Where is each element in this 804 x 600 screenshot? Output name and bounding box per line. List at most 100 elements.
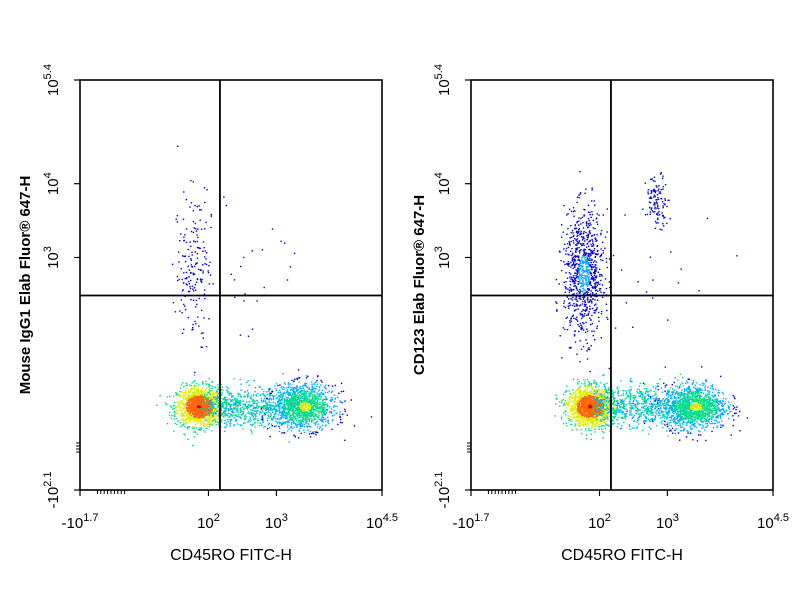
event-dot — [281, 406, 283, 408]
event-dot — [591, 409, 593, 411]
event-dot — [202, 415, 204, 417]
event-dot — [191, 285, 194, 287]
event-dot — [310, 426, 312, 428]
event-dot — [184, 434, 186, 436]
event-dot — [235, 407, 237, 409]
event-dot — [264, 396, 266, 398]
event-dot — [591, 392, 593, 395]
event-dot — [283, 399, 286, 401]
event-dot — [590, 412, 592, 415]
event-dot — [275, 389, 278, 392]
event-dot — [581, 403, 583, 406]
event-dot — [195, 431, 197, 433]
event-dot — [590, 383, 592, 385]
event-dot — [206, 252, 208, 254]
event-dot — [204, 399, 206, 401]
event-dot — [613, 406, 615, 408]
event-dot — [196, 303, 198, 306]
event-dot — [286, 387, 288, 389]
event-dot — [318, 398, 320, 400]
event-dot — [205, 400, 207, 403]
event-dot — [209, 400, 211, 403]
event-dot — [179, 395, 182, 397]
event-dot — [292, 399, 294, 402]
event-dot — [288, 412, 291, 414]
event-dot — [182, 396, 185, 398]
event-dot — [287, 383, 290, 385]
event-dot — [194, 371, 196, 374]
event-dot — [246, 381, 248, 384]
event-dot — [251, 414, 254, 417]
event-dot — [196, 427, 198, 429]
event-dot — [200, 414, 203, 416]
event-dot — [601, 406, 603, 409]
event-dot — [314, 423, 317, 426]
event-dot — [320, 395, 322, 398]
event-dot — [322, 402, 325, 405]
event-dot — [312, 400, 314, 403]
event-dot — [237, 404, 239, 407]
event-dot — [292, 397, 294, 399]
event-dot — [211, 400, 213, 402]
event-dot — [196, 413, 198, 415]
event-dot — [583, 419, 585, 421]
event-dot — [318, 427, 321, 430]
event-dot — [188, 399, 190, 401]
event-dot — [254, 407, 256, 410]
event-dot — [305, 403, 308, 405]
event-dot — [184, 406, 186, 408]
event-dot — [188, 406, 190, 408]
event-dot — [203, 415, 205, 417]
event-dot — [190, 279, 192, 282]
event-dot — [340, 418, 342, 421]
event-dot — [262, 399, 265, 402]
event-dot — [206, 412, 209, 414]
event-dot — [590, 404, 592, 407]
event-dot — [279, 405, 281, 407]
event-dot — [190, 416, 192, 419]
event-dot — [186, 415, 189, 417]
event-dot — [301, 425, 304, 427]
event-dot — [574, 396, 576, 399]
event-dot — [604, 412, 606, 415]
event-dot — [200, 416, 202, 418]
event-dot — [318, 403, 320, 405]
event-dot — [307, 425, 309, 427]
event-dot — [577, 403, 579, 405]
event-dot — [310, 411, 312, 413]
event-dot — [293, 407, 295, 409]
event-dot — [317, 418, 320, 420]
event-dot — [590, 429, 592, 432]
event-dot — [202, 394, 204, 397]
event-dot — [308, 388, 310, 390]
event-dot — [230, 400, 232, 403]
event-dot — [289, 403, 291, 405]
event-dot — [330, 412, 333, 414]
event-dot — [300, 410, 303, 412]
event-dot — [587, 407, 589, 410]
event-dot — [220, 394, 222, 396]
event-dot — [315, 395, 317, 397]
event-dot — [288, 406, 290, 408]
event-dot — [274, 405, 277, 407]
event-dot — [253, 410, 255, 412]
event-dot — [284, 408, 286, 410]
event-dot — [233, 279, 236, 281]
event-dot — [307, 406, 310, 408]
event-dot — [582, 405, 584, 407]
event-dot — [279, 403, 281, 406]
event-dot — [212, 413, 215, 415]
event-dot — [231, 403, 233, 406]
event-dot — [316, 392, 318, 394]
event-dot — [321, 381, 323, 383]
event-dot — [290, 430, 293, 432]
event-dot — [249, 418, 252, 420]
event-dot — [318, 410, 320, 413]
event-dot — [221, 389, 224, 391]
event-dot — [263, 426, 265, 429]
event-dot — [570, 423, 572, 426]
event-dot — [585, 411, 587, 413]
event-dot — [587, 419, 589, 421]
event-dot — [308, 420, 310, 422]
event-dot — [188, 283, 191, 285]
